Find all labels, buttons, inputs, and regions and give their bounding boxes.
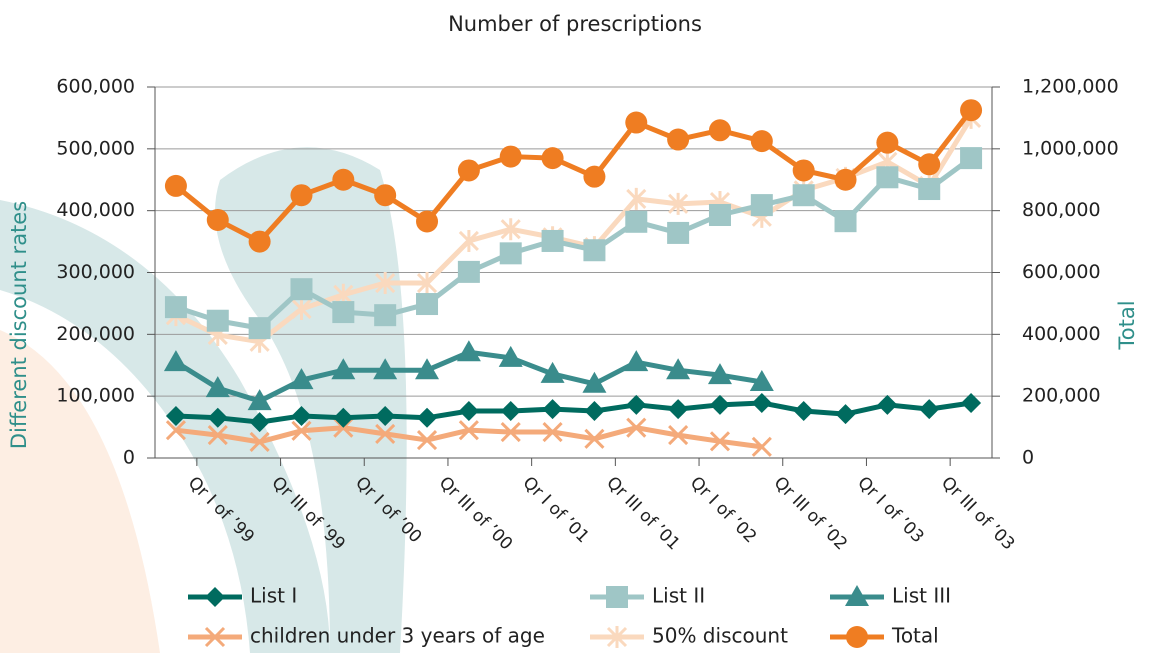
x-tick-label: Qr III of ’02 — [770, 473, 851, 554]
data-point — [624, 350, 648, 371]
y2-axis-title: Total — [1115, 300, 1139, 350]
data-point — [457, 340, 481, 361]
data-point — [416, 210, 438, 232]
data-point — [836, 404, 856, 424]
x-tick-label: Qr III of ’01 — [602, 473, 683, 554]
legend-item: Total — [830, 624, 939, 649]
data-point — [543, 399, 563, 419]
legend-marker — [606, 586, 628, 608]
y2-tick-label: 200,000 — [1022, 385, 1101, 407]
data-point — [960, 99, 982, 121]
y2-tick-label: 600,000 — [1022, 261, 1101, 283]
legend-item: List III — [830, 584, 951, 608]
legend-item: children under 3 years of age — [188, 624, 545, 648]
x-tick-label: Qr III of ’03 — [937, 473, 1018, 554]
y2-tick-label: 0 — [1022, 447, 1034, 469]
data-point — [751, 194, 773, 216]
y-tick-label: 600,000 — [56, 76, 135, 98]
legend-item: 50% discount — [590, 624, 788, 649]
data-point — [960, 147, 982, 169]
data-point — [207, 310, 229, 332]
chart: Number of prescriptions Different discou… — [0, 0, 1149, 653]
data-point — [625, 112, 647, 134]
data-point — [500, 146, 522, 168]
data-point — [709, 204, 731, 226]
y2-tick-label: 1,000,000 — [1022, 137, 1119, 159]
data-point — [876, 166, 898, 188]
data-point — [667, 222, 689, 244]
data-point — [626, 395, 646, 415]
legend-label: List I — [250, 584, 297, 608]
y-tick-label: 0 — [123, 447, 135, 469]
data-point — [835, 210, 857, 232]
x-tick-label: Qr I of ’03 — [853, 473, 927, 547]
y2-tick-label: 400,000 — [1022, 323, 1101, 345]
data-point — [919, 399, 939, 419]
data-point — [667, 129, 689, 151]
legend-item: List II — [590, 584, 705, 609]
y-tick-label: 400,000 — [56, 199, 135, 221]
x-tick-label: Qr I of ’02 — [686, 473, 760, 547]
data-point — [165, 296, 187, 318]
data-point — [249, 231, 271, 253]
data-point — [417, 408, 437, 428]
legend-marker — [205, 587, 225, 607]
data-point — [876, 132, 898, 154]
y-tick-label: 300,000 — [56, 261, 135, 283]
data-point — [374, 184, 396, 206]
data-point — [207, 209, 229, 231]
data-point — [583, 166, 605, 188]
y2-tick-label: 1,200,000 — [1022, 76, 1119, 98]
legend-label: children under 3 years of age — [250, 624, 545, 648]
data-point — [249, 317, 271, 339]
data-point — [374, 304, 396, 326]
data-point — [877, 395, 897, 415]
data-point — [793, 159, 815, 181]
data-point — [668, 399, 688, 419]
y-tick-label: 100,000 — [56, 385, 135, 407]
data-point — [416, 293, 438, 315]
data-point — [458, 261, 480, 283]
data-point — [918, 178, 940, 200]
data-point — [794, 401, 814, 421]
y-axis-title: Different discount rates — [7, 201, 31, 449]
data-point — [500, 242, 522, 264]
legend-marker — [846, 626, 868, 648]
legend-label: Total — [891, 624, 939, 648]
data-point — [793, 184, 815, 206]
chart-title: Number of prescriptions — [448, 12, 702, 36]
data-point — [290, 278, 312, 300]
data-point — [709, 119, 731, 141]
data-point — [542, 230, 564, 252]
data-point — [583, 239, 605, 261]
data-point — [835, 169, 857, 191]
x-tick-label: Qr I of ’01 — [519, 473, 593, 547]
data-point — [332, 301, 354, 323]
data-point — [751, 130, 773, 152]
legend-label: List II — [652, 584, 705, 608]
data-point — [459, 401, 479, 421]
data-point — [542, 147, 564, 169]
y-tick-label: 500,000 — [56, 137, 135, 159]
data-point — [918, 153, 940, 175]
data-point — [710, 395, 730, 415]
data-point — [165, 175, 187, 197]
legend-label: List III — [892, 584, 951, 608]
data-point — [332, 169, 354, 191]
legend-label: 50% discount — [652, 624, 788, 648]
data-point — [458, 159, 480, 181]
y-tick-label: 200,000 — [56, 323, 135, 345]
data-point — [501, 401, 521, 421]
data-point — [625, 211, 647, 233]
data-point — [290, 184, 312, 206]
data-point — [584, 401, 604, 421]
y2-tick-label: 800,000 — [1022, 199, 1101, 221]
x-tick-label: Qr III of ’00 — [435, 473, 516, 554]
